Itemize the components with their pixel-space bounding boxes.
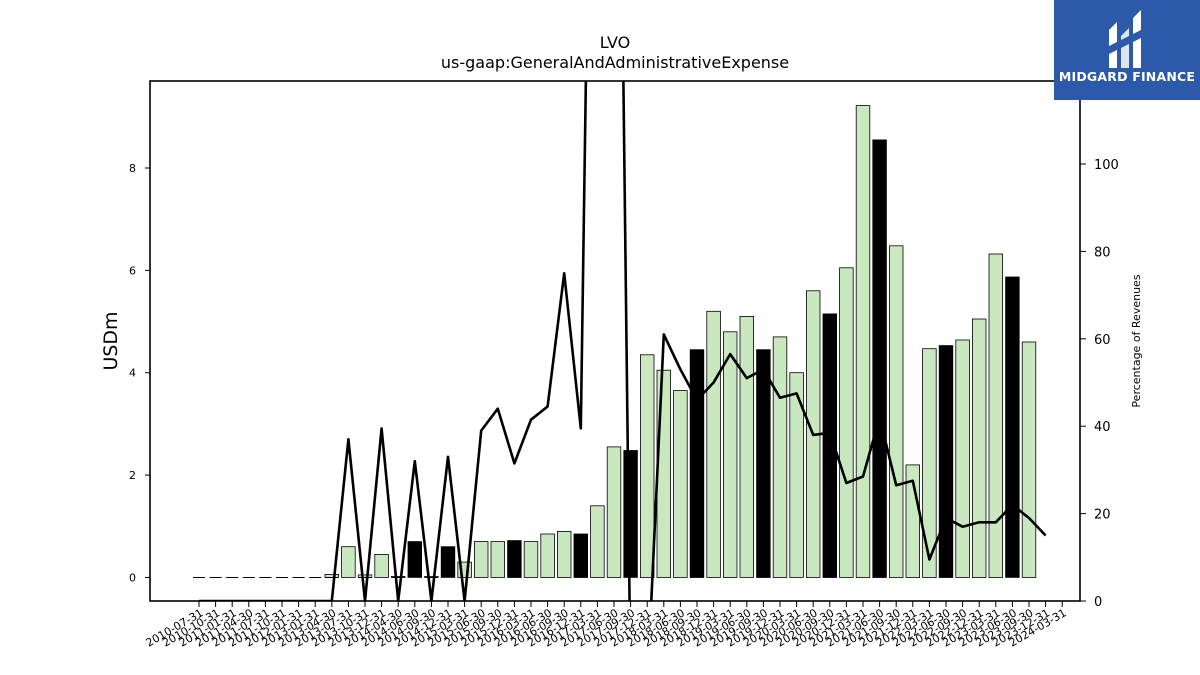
y-axis-label: USDm <box>100 311 122 370</box>
bar <box>938 345 954 578</box>
bar <box>706 310 721 578</box>
chart-title: LVO <box>600 33 630 52</box>
bar <box>590 505 605 578</box>
bar <box>673 390 688 578</box>
bar <box>872 139 887 578</box>
percent-line-layer <box>199 81 1047 601</box>
bar <box>988 253 1004 578</box>
bar <box>407 541 423 578</box>
logo-text: MIDGARD FINANCE <box>1058 69 1196 84</box>
bar <box>739 315 755 578</box>
percent-line <box>199 81 1047 601</box>
y-tick-label: 8 <box>129 162 136 175</box>
y2-tick-label: 80 <box>1094 245 1111 260</box>
bar <box>889 245 904 578</box>
bar <box>1021 341 1037 578</box>
bar <box>972 318 987 578</box>
bar <box>540 533 555 578</box>
bars-layer <box>324 105 1037 578</box>
bar <box>855 105 871 578</box>
bar <box>723 331 738 578</box>
bar <box>772 336 788 578</box>
y-axis-left: 0 2 4 6 8 <box>129 162 150 584</box>
y2-tick-label: 60 <box>1094 333 1111 348</box>
bar <box>341 546 356 578</box>
logo-mark-icon <box>1109 10 1141 68</box>
y2-axis-label: Percentage of Revenues <box>1130 274 1143 407</box>
bar <box>606 446 622 578</box>
bar <box>756 349 771 578</box>
y2-tick-label: 0 <box>1094 595 1102 610</box>
bar <box>922 348 937 578</box>
y-tick-label: 4 <box>129 367 136 380</box>
bar <box>839 267 854 578</box>
bar <box>822 313 838 578</box>
plot-frame <box>149 80 1081 602</box>
bar <box>440 546 456 578</box>
bar <box>955 339 970 578</box>
y-tick-label: 6 <box>129 264 136 277</box>
bar <box>1005 276 1020 578</box>
bar <box>789 372 804 578</box>
bar <box>557 531 572 578</box>
bar <box>523 541 539 578</box>
bar <box>374 554 389 578</box>
bar <box>640 354 655 578</box>
bar <box>490 541 506 578</box>
y2-tick-label: 100 <box>1094 158 1119 173</box>
bar <box>573 533 589 578</box>
x-axis: 2010-07-312010-10-312011-01-312011-04-30… <box>144 601 1069 650</box>
bar <box>689 349 705 578</box>
bar <box>623 450 638 578</box>
brand-logo: MIDGARD FINANCE <box>1054 0 1200 100</box>
y-axis-right: 0 20 40 60 80 100 <box>1080 158 1119 610</box>
y-tick-label: 2 <box>129 469 136 482</box>
bar <box>507 540 522 578</box>
y2-tick-label: 20 <box>1094 508 1111 523</box>
y-tick-label: 0 <box>129 571 136 584</box>
bar <box>473 541 489 578</box>
y2-tick-label: 40 <box>1094 420 1111 435</box>
chart-subtitle: us-gaap:GeneralAndAdministrativeExpense <box>441 53 789 72</box>
bar <box>656 369 672 578</box>
